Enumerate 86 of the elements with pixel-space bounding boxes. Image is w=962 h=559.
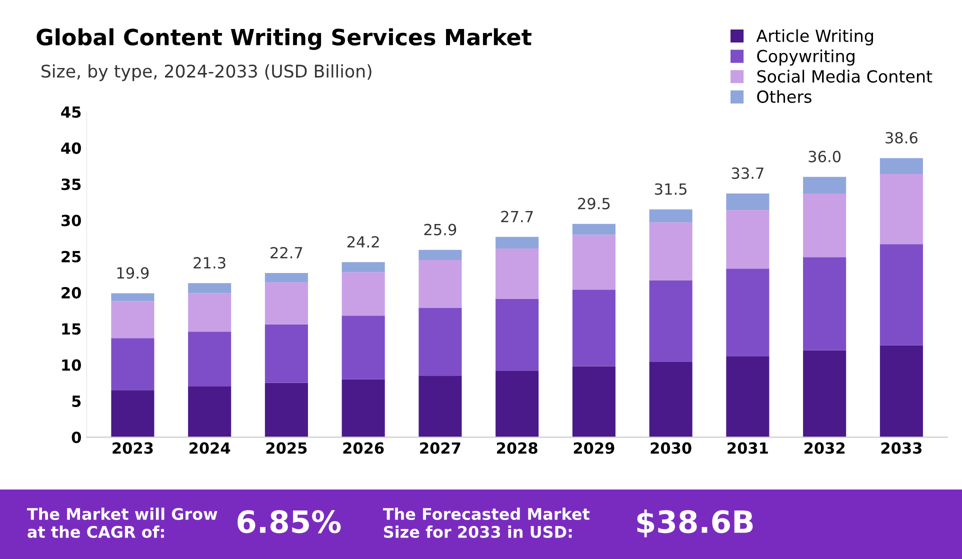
bar [880,244,923,346]
legend-label: Copywriting [757,49,854,66]
y-tick-label: 15 [62,323,81,335]
bar [418,250,462,260]
y-tick-label: 0 [72,432,81,444]
bar [418,308,462,376]
y-tick-label: 30 [61,214,81,226]
bar [649,280,692,362]
bar [188,283,232,294]
total-label: 22.7 [270,246,302,258]
y-tick-label: 10 [62,359,81,371]
bar [726,193,770,210]
total-label: 29.5 [578,198,610,210]
text: The Market will Grow at the CAGR of: [27,508,218,538]
total-label: 27.7 [501,210,533,222]
bar [342,272,385,316]
bar [342,379,385,438]
text: 6.85% [238,510,341,534]
bar [188,293,232,332]
bar [418,260,462,308]
text: $38.6B [637,510,753,538]
bar [342,262,385,272]
y-tick-label: 5 [72,396,81,408]
bar [880,345,923,438]
bar [803,350,846,438]
bar [803,257,846,350]
y-tick-label: 20 [62,287,81,299]
legend-label: Article Writing [756,29,873,46]
chart-subtitle: Size, by type, 2024-2033 (USD Billion) [42,64,372,82]
x-tick-label: 2031 [728,442,768,454]
y-tick-label: 45 [61,106,81,118]
bar [264,273,308,282]
y-tick-label: 40 [61,142,81,154]
total-label: 19.9 [117,267,149,279]
bar [264,324,308,383]
total-label: 38.6 [886,132,918,144]
x-tick-label: 2030 [650,442,692,454]
bar [572,234,616,290]
bar [264,282,308,324]
x-tick-label: 2024 [190,442,230,454]
x-tick-label: 2025 [266,442,307,454]
total-label: 31.5 [654,183,686,195]
bar [880,158,923,174]
bar [803,176,846,194]
x-tick-label: 2032 [804,442,845,454]
x-tick-label: 2033 [881,442,922,454]
bar [111,293,154,302]
chart-title: Global Content Writing Services Market [36,28,532,50]
y-tick-label: 25 [62,250,81,262]
bar [188,386,232,438]
bar [111,301,154,338]
y-tick-label: 35 [61,178,81,190]
bar [649,362,692,438]
x-tick-label: 2023 [112,442,153,454]
x-tick-label: 2027 [420,442,460,454]
bar [188,332,232,387]
bar [803,193,846,258]
bar [418,376,462,438]
text: The Forecasted Market Size for 2033 in USD: [382,508,590,538]
bar [572,366,616,438]
bar [111,390,154,438]
x-tick-label: 2026 [343,442,384,454]
bar [880,174,923,244]
total-label: 36.0 [808,150,841,162]
bar [649,222,692,280]
bar [572,290,616,366]
bar [496,370,539,438]
total-label: 25.9 [424,224,456,236]
bar [264,382,308,438]
total-label: 33.7 [732,167,764,179]
bar [726,356,770,438]
x-tick-label: 2028 [497,442,538,454]
total-label: 24.2 [347,236,379,248]
bar [496,236,539,248]
bar [572,224,616,235]
legend-label: Others [757,90,812,103]
bar [496,248,539,300]
bar [726,268,770,356]
bar [496,299,539,371]
bar [111,338,154,390]
x-tick-label: 2029 [574,442,614,454]
bar [342,316,385,380]
bar [726,210,770,269]
bar [649,209,692,222]
legend-label: Social Media Content [757,70,932,83]
total-label: 21.3 [194,257,226,269]
